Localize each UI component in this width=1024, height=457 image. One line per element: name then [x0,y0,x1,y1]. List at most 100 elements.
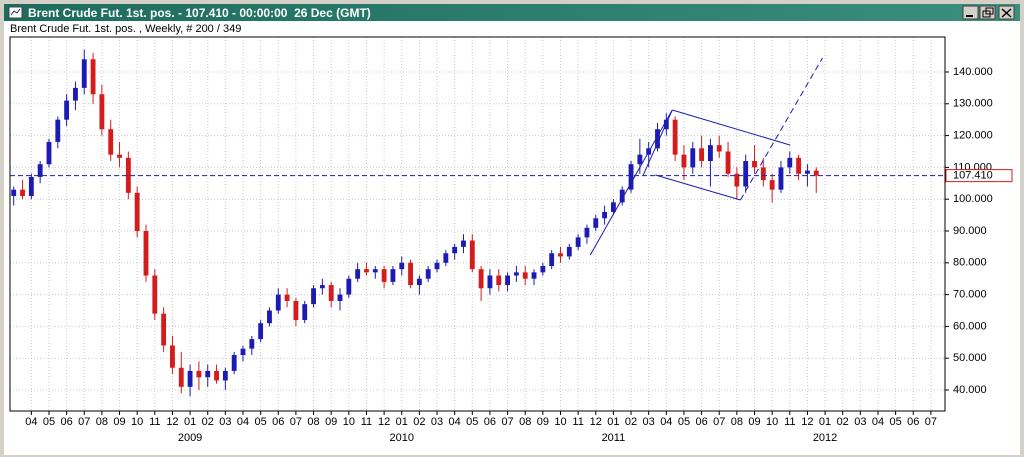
candle-body [443,253,449,263]
candle-body [778,167,784,190]
x-tick-label: 09 [113,416,125,428]
candle-body [478,269,484,289]
candle-body [699,148,705,162]
x-tick-label: 03 [854,416,866,428]
y-tick-label: 90.000 [953,225,987,237]
candle-body [522,272,528,279]
candle-body [355,269,361,279]
candle-body [452,246,458,254]
candle-body [690,148,696,168]
year-label: 2009 [178,432,202,444]
x-tick-label: 08 [96,416,108,428]
candle-body [90,59,96,95]
candle-body [637,154,643,165]
x-tick-label: 12 [590,416,602,428]
candle-body [575,237,581,247]
x-tick-label: 05 [255,416,267,428]
candle-body [143,230,149,276]
candle-body [46,141,52,165]
y-tick-label: 80.000 [953,257,987,269]
candle-body [513,272,519,276]
candle-body [267,310,272,324]
x-tick-label: 11 [149,416,160,428]
window-buttons[interactable] [962,5,1016,21]
x-tick-label: 05 [43,416,55,428]
trend-line [655,174,741,201]
year-label: 2011 [602,432,626,444]
y-tick-label: 50.000 [953,352,987,364]
candle-body [707,145,713,162]
x-tick-label: 11 [572,416,583,428]
candle-body [364,269,369,273]
candle-body [681,154,687,168]
candle-body [602,211,608,219]
candle-body [328,285,334,301]
candle-body [540,265,546,273]
candle-body [275,294,281,311]
candle-body [311,288,316,305]
title-bar: Brent Crude Fut. 1st. pos. - 107.410 - 0… [4,4,1020,22]
candle-body [796,157,802,174]
candle-body [55,119,61,142]
candle-body [408,262,413,286]
x-tick-label: 06 [907,416,919,428]
x-tick-label: 06 [272,416,284,428]
candle-body [11,189,17,197]
x-tick-label: 07 [501,416,513,428]
x-tick-label: 01 [396,416,408,428]
restore-button[interactable] [979,5,996,20]
x-tick-label: 10 [343,416,355,428]
minimize-button[interactable] [962,5,979,20]
x-tick-label: 12 [166,416,178,428]
x-tick-label: 08 [519,416,531,428]
x-tick-label: 10 [554,416,566,428]
candle-body [769,180,775,190]
candle-body [196,370,202,378]
candle-body [134,192,140,231]
candle-body [461,240,466,247]
candle-body [319,285,325,289]
candle-body [99,94,105,130]
candle-body [390,269,396,282]
year-label: 2010 [390,432,414,444]
x-tick-label: 08 [731,416,743,428]
candle-body [222,370,228,381]
y-tick-label: 140.000 [953,66,993,78]
candle-body [566,246,572,257]
candle-body [37,164,43,177]
candle-body [584,227,590,238]
candle-body [73,87,78,101]
candle-body [804,170,810,174]
candle-body [734,173,740,187]
candle-body [117,154,122,158]
candle-body [372,269,378,273]
candle-body [302,304,308,321]
price-box [945,169,1013,183]
y-tick-label: 130.000 [953,98,993,110]
x-tick-label: 04 [25,416,37,428]
x-tick-label: 05 [889,416,901,428]
candle-body [505,275,510,286]
y-tick-label: 40.000 [953,384,987,396]
x-tick-label: 04 [872,416,884,428]
candle-body [81,59,87,88]
candle-body [125,157,131,193]
trend-line [672,109,791,146]
window-title: Brent Crude Fut. 1st. pos. - 107.410 - 0… [28,6,371,20]
x-tick-label: 02 [837,416,849,428]
candle-body [760,167,766,181]
x-tick-label: 04 [660,416,672,428]
candle-body [725,151,731,174]
y-tick-label: 120.000 [953,129,993,141]
x-tick-label: 09 [748,416,760,428]
trend-line [589,109,673,256]
x-tick-label: 03 [431,416,443,428]
candle-body [249,339,255,349]
x-tick-label: 09 [325,416,337,428]
x-tick-label: 04 [237,416,249,428]
x-tick-label: 03 [219,416,231,428]
candle-body [108,129,114,155]
chart: Brent Crude Fut. 1st. pos. , Weekly, # 2… [4,21,1020,455]
y-tick-label: 60.000 [953,320,987,332]
x-tick-label: 12 [378,416,390,428]
